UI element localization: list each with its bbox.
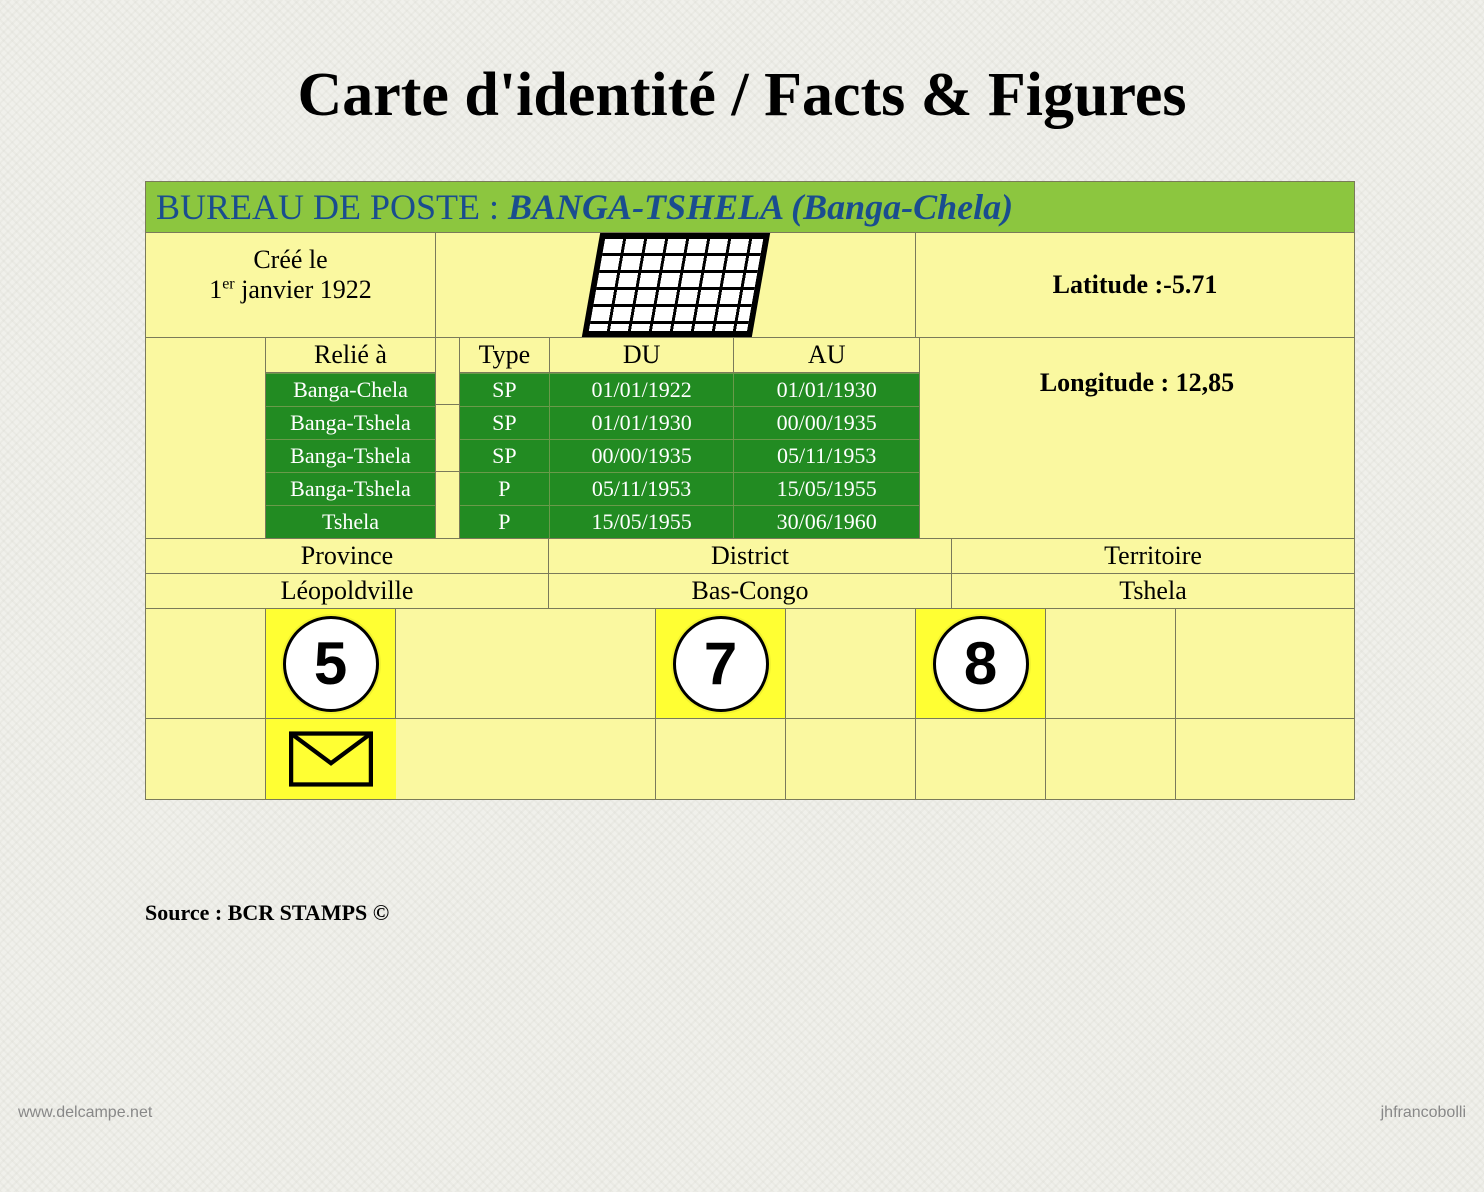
dates-cell: 30/06/1960 (734, 505, 919, 538)
dates-cell: 00/00/1935 (550, 439, 735, 472)
dates-cell: 01/01/1922 (550, 373, 735, 406)
circle-cell (146, 609, 266, 719)
dates-cell: 15/05/1955 (550, 505, 735, 538)
relie-box: Relié à Banga-ChelaBanga-TshelaBanga-Tsh… (266, 338, 436, 539)
col-header-au: AU (734, 338, 919, 373)
relie-item: Banga-Tshela (266, 439, 435, 472)
number-circle: 5 (283, 616, 379, 712)
admin-values-row: Léopoldville Bas-Congo Tshela (146, 574, 1354, 609)
envelope-wrap (266, 719, 396, 799)
admin-labels-row: Province District Territoire (146, 539, 1354, 574)
circle-cell: 5 (266, 609, 396, 719)
dates-row: SP01/01/193000/00/1935 (460, 406, 919, 439)
circle-cell (786, 609, 916, 719)
territoire-label: Territoire (952, 539, 1354, 574)
envelope-icon (288, 731, 374, 787)
relie-item: Tshela (266, 505, 435, 538)
facts-card: BUREAU DE POSTE : BANGA-TSHELA (Banga-Ch… (145, 181, 1355, 800)
icon-row (146, 719, 1354, 799)
circles-row: 5 7 8 (146, 609, 1354, 719)
relie-item: Banga-Tshela (266, 472, 435, 505)
latitude-value: -5.71 (1163, 270, 1217, 300)
dates-cell: SP (460, 406, 550, 439)
source-label: Source : (145, 900, 228, 925)
icon-cell (786, 719, 916, 799)
circle-cell (396, 609, 656, 719)
icon-cell (1176, 719, 1354, 799)
circle-cell: 8 (916, 609, 1046, 719)
dates-cell: 05/11/1953 (734, 439, 919, 472)
created-box: Créé le 1er janvier 1922 (146, 233, 436, 338)
latitude-label: Latitude : (1053, 270, 1164, 300)
icon-cell (1046, 719, 1176, 799)
bureau-value: BANGA-TSHELA (Banga-Chela) (508, 187, 1013, 227)
province-label: Province (146, 539, 549, 574)
gap-column (436, 338, 460, 539)
territoire-value: Tshela (952, 574, 1354, 609)
watermark-right: jhfrancobolli (1381, 1104, 1466, 1122)
number-circle: 7 (673, 616, 769, 712)
dates-cell: 01/01/1930 (734, 373, 919, 406)
district-value: Bas-Congo (549, 574, 952, 609)
district-label: District (549, 539, 952, 574)
watermark-left: www.delcampe.net (18, 1104, 152, 1122)
col-header-type: Type (460, 338, 550, 373)
number-circle: 8 (933, 616, 1029, 712)
source-value: BCR STAMPS © (228, 900, 390, 925)
icon-cell (146, 719, 266, 799)
mid-left-spacer (146, 338, 266, 539)
longitude-value: 12,85 (1176, 368, 1235, 397)
icon-cell (266, 719, 396, 799)
relie-item: Banga-Tshela (266, 406, 435, 439)
dates-cell: SP (460, 373, 550, 406)
dates-row: P15/05/195530/06/1960 (460, 505, 919, 538)
bureau-label: BUREAU DE POSTE : (156, 187, 508, 227)
circle-cell (1176, 609, 1354, 719)
relie-header: Relié à (266, 338, 435, 373)
dates-cell: P (460, 472, 550, 505)
longitude-label: Longitude : (1040, 368, 1176, 397)
calendar-icon (581, 233, 769, 337)
calendar-box (436, 233, 916, 338)
dates-cell: SP (460, 439, 550, 472)
circle-cell: 7 (656, 609, 786, 719)
source-line: Source : BCR STAMPS © (145, 900, 1484, 926)
circle-cell (1046, 609, 1176, 719)
dates-cell: 00/00/1935 (734, 406, 919, 439)
dates-row: SP00/00/193505/11/1953 (460, 439, 919, 472)
bureau-header: BUREAU DE POSTE : BANGA-TSHELA (Banga-Ch… (146, 182, 1354, 233)
dates-row: P05/11/195315/05/1955 (460, 472, 919, 505)
dates-cell: 15/05/1955 (734, 472, 919, 505)
col-header-du: DU (550, 338, 735, 373)
dates-cell: 05/11/1953 (550, 472, 735, 505)
relie-item: Banga-Chela (266, 373, 435, 406)
icon-cell (916, 719, 1046, 799)
latitude-box: Latitude : -5.71 (916, 233, 1354, 338)
icon-cell (656, 719, 786, 799)
icon-cell (396, 719, 656, 799)
dates-cell: P (460, 505, 550, 538)
province-value: Léopoldville (146, 574, 549, 609)
dates-row: SP01/01/192201/01/1930 (460, 373, 919, 406)
page-title: Carte d'identité / Facts & Figures (0, 60, 1484, 131)
dates-table: Type DU AU SP01/01/192201/01/1930SP01/01… (460, 338, 920, 539)
dates-cell: 01/01/1930 (550, 406, 735, 439)
longitude-box: Longitude : 12,85 (920, 338, 1354, 539)
created-label: Créé le (154, 245, 427, 275)
created-value: 1er janvier 1922 (154, 275, 427, 305)
